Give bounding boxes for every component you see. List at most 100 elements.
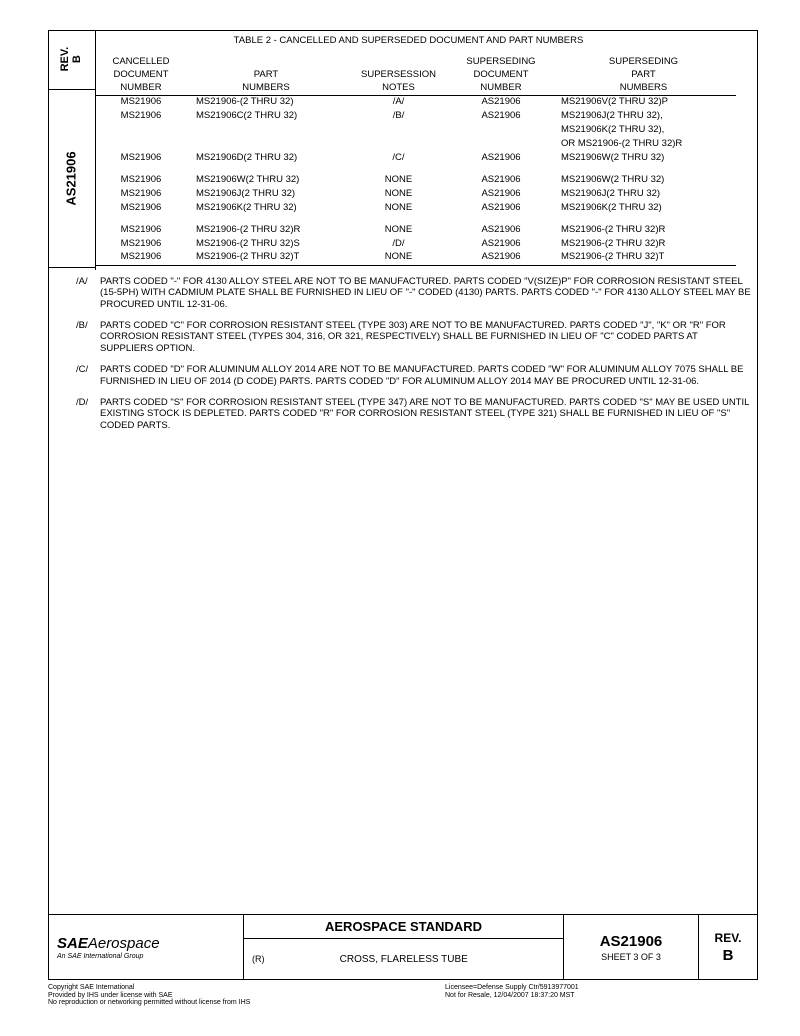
hdr-supdoc-3: NUMBER <box>451 82 551 95</box>
table-cell: MS21906J(2 THRU 32) <box>186 187 346 201</box>
table-cell: MS21906-(2 THRU 32) <box>186 95 346 109</box>
table-row: MS21906MS21906C(2 THRU 32)/B/AS21906MS21… <box>96 110 736 124</box>
table-cell: MS21906W(2 THRU 32) <box>186 173 346 187</box>
table-cell: MS21906W(2 THRU 32) <box>551 151 736 165</box>
table-cell <box>186 138 346 152</box>
hdr-supdoc-1: SUPERSEDING <box>451 56 551 69</box>
table-cell <box>346 124 451 138</box>
table-row: MS21906MS21906-(2 THRU 32)TNONEAS21906MS… <box>96 251 736 265</box>
table-cell: AS21906 <box>451 187 551 201</box>
logo-aero-text: Aerospace <box>88 935 160 952</box>
table-cell <box>451 124 551 138</box>
table-cell: NONE <box>346 223 451 237</box>
table-row: MS21906MS21906J(2 THRU 32)NONEAS21906MS2… <box>96 187 736 201</box>
table-cell: NONE <box>346 201 451 215</box>
logo-sae-text: SAE <box>57 935 88 952</box>
hdr-part-3: NUMBERS <box>186 82 346 95</box>
table-cell: MS21906K(2 THRU 32) <box>186 201 346 215</box>
spacer-row <box>96 215 736 223</box>
copyright-line-3: No reproduction or networking permitted … <box>48 999 250 1007</box>
table-cell: OR MS21906-(2 THRU 32)R <box>551 138 736 152</box>
hdr-cancelled-1: CANCELLED <box>96 56 186 69</box>
licensee-line-2: Not for Resale, 12/04/2007 18:37:20 MST <box>445 992 579 1000</box>
hdr-cancelled-2: DOCUMENT <box>96 69 186 82</box>
hdr-notes-2: SUPERSESSION <box>346 69 451 82</box>
spacer-cell <box>96 165 736 173</box>
table-cell <box>186 124 346 138</box>
sae-logo: SAEAerospace <box>57 935 235 952</box>
hdr-supdoc-2: DOCUMENT <box>451 69 551 82</box>
note-row: /B/PARTS CODED "C" FOR CORROSION RESISTA… <box>76 320 751 354</box>
hdr-suppart-2: PART <box>551 69 736 82</box>
table-cell: MS21906-(2 THRU 32)R <box>186 223 346 237</box>
sidebar: REV. B AS21906 <box>48 30 96 270</box>
table-cell: AS21906 <box>451 173 551 187</box>
table-cell <box>96 138 186 152</box>
note-body: PARTS CODED "C" FOR CORROSION RESISTANT … <box>100 320 751 354</box>
hdr-part-2: PART <box>186 69 346 82</box>
table-cell: MS21906-(2 THRU 32)R <box>551 237 736 251</box>
table-cell: /C/ <box>346 151 451 165</box>
table-row: OR MS21906-(2 THRU 32)R <box>96 138 736 152</box>
sidebar-rev-text: REV. B <box>59 47 83 72</box>
table-cell: MS21906D(2 THRU 32) <box>186 151 346 165</box>
copyright-block: Copyright SAE International Provided by … <box>48 984 250 1007</box>
table-cell: AS21906 <box>451 251 551 265</box>
hdr-cancelled-3: NUMBER <box>96 82 186 95</box>
revision-mark: (R) <box>244 954 265 964</box>
sheet-number: SHEET 3 OF 3 <box>601 952 661 962</box>
table-title: TABLE 2 - CANCELLED AND SUPERSEDED DOCUM… <box>66 35 751 46</box>
logo-subtitle: An SAE International Group <box>57 953 235 960</box>
table-cell: MS21906 <box>96 187 186 201</box>
note-row: /C/PARTS CODED "D" FOR ALUMINUM ALLOY 20… <box>76 364 751 387</box>
table-cell: MS21906C(2 THRU 32) <box>186 110 346 124</box>
sidebar-rev-value: B <box>71 56 83 64</box>
table-cell: MS21906 <box>96 95 186 109</box>
table-cell: MS21906V(2 THRU 32)P <box>551 95 736 109</box>
table-cell <box>346 138 451 152</box>
part-name: CROSS, FLARELESS TUBE <box>265 954 564 965</box>
table-row: MS21906MS21906W(2 THRU 32)NONEAS21906MS2… <box>96 173 736 187</box>
table-cell <box>96 124 186 138</box>
footer-docnum-cell: AS21906 SHEET 3 OF 3 <box>564 915 699 979</box>
table-row: MS21906MS21906K(2 THRU 32)NONEAS21906MS2… <box>96 201 736 215</box>
table-cell: MS21906K(2 THRU 32), <box>551 124 736 138</box>
table-cell: AS21906 <box>451 201 551 215</box>
table-cell: NONE <box>346 187 451 201</box>
note-row: /A/PARTS CODED "-" FOR 4130 ALLOY STEEL … <box>76 276 751 310</box>
table-row: MS21906K(2 THRU 32), <box>96 124 736 138</box>
footer-block: SAEAerospace An SAE International Group … <box>49 914 757 979</box>
table-cell: /D/ <box>346 237 451 251</box>
table-cell: MS21906J(2 THRU 32) <box>551 187 736 201</box>
table-cell: NONE <box>346 173 451 187</box>
sidebar-rev-label: REV. <box>59 47 71 72</box>
hdr-suppart-3: NUMBERS <box>551 82 736 95</box>
table-cell: MS21906-(2 THRU 32)T <box>186 251 346 265</box>
table-cell <box>451 138 551 152</box>
table-cell: MS21906 <box>96 151 186 165</box>
copyright-line-2: Provided by IHS under license with SAE <box>48 992 250 1000</box>
table-cell: MS21906-(2 THRU 32)R <box>551 223 736 237</box>
table-row: MS21906MS21906-(2 THRU 32)/A/AS21906MS21… <box>96 95 736 109</box>
sidebar-doc-number: AS21906 <box>64 151 79 205</box>
hdr-notes-3: NOTES <box>346 82 451 95</box>
table-cell: AS21906 <box>451 95 551 109</box>
header-row-2: DOCUMENT PART SUPERSESSION DOCUMENT PART <box>96 69 736 82</box>
note-tag: /A/ <box>76 276 100 310</box>
note-body: PARTS CODED "D" FOR ALUMINUM ALLOY 2014 … <box>100 364 751 387</box>
note-body: PARTS CODED "-" FOR 4130 ALLOY STEEL ARE… <box>100 276 751 310</box>
table-cell: AS21906 <box>451 223 551 237</box>
table-cell: MS21906 <box>96 201 186 215</box>
note-tag: /C/ <box>76 364 100 387</box>
aerospace-standard-title: AEROSPACE STANDARD <box>244 915 563 939</box>
footer-rev-label: REV. <box>715 931 742 945</box>
notes-section: /A/PARTS CODED "-" FOR 4130 ALLOY STEEL … <box>76 276 751 431</box>
sidebar-doc-cell: AS21906 <box>48 90 95 268</box>
licensee-block: Licensee=Defense Supply Ctr/5913977001 N… <box>445 984 579 999</box>
table-row: MS21906MS21906-(2 THRU 32)S/D/AS21906MS2… <box>96 237 736 251</box>
note-row: /D/PARTS CODED "S" FOR CORROSION RESISTA… <box>76 397 751 431</box>
header-row-3: NUMBER NUMBERS NOTES NUMBER NUMBERS <box>96 82 736 95</box>
table-cell: MS21906 <box>96 223 186 237</box>
supersession-table: CANCELLED SUPERSEDING SUPERSEDING DOCUME… <box>96 56 736 266</box>
copyright-line-1: Copyright SAE International <box>48 984 250 992</box>
